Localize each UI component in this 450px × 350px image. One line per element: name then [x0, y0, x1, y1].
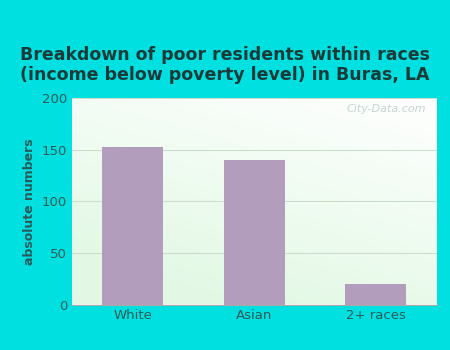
Bar	[224, 160, 284, 304]
Bar	[346, 284, 406, 304]
Text: Breakdown of poor residents within races
(income below poverty level) in Buras, : Breakdown of poor residents within races…	[20, 46, 430, 84]
Bar	[103, 147, 163, 304]
Text: City-Data.com: City-Data.com	[346, 104, 426, 114]
Y-axis label: absolute numbers: absolute numbers	[23, 138, 36, 265]
